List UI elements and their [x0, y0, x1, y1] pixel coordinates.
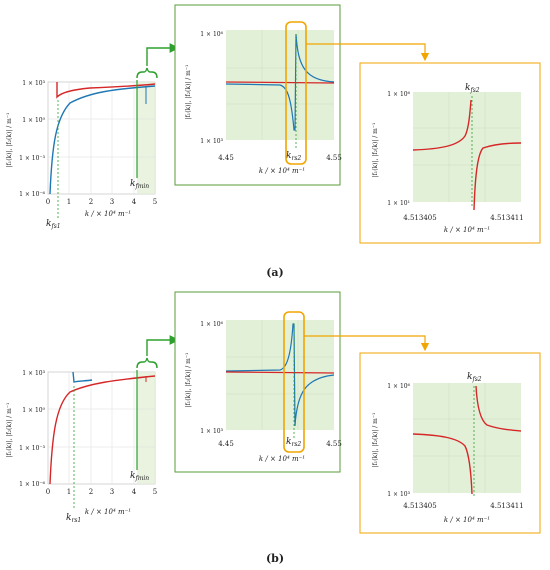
marker-label: krs2 [286, 437, 301, 448]
y-tick-label: 1 × 10³ [22, 370, 45, 377]
y-tick-label: 1 × 10³ [22, 80, 45, 87]
zoom1-plot-a: |f₁(k)|, |f₂(k)| / m⁻¹ 1 × 10⁶ 1 × 10³ 4… [174, 4, 342, 186]
x-tick-label: 0 [46, 198, 50, 206]
zoom-arrow-orange [304, 335, 430, 352]
x-tick-label: 0 [46, 488, 50, 496]
x-tick-label: 4.45 [218, 154, 234, 162]
x-tick-label: 5 [153, 198, 157, 206]
x-tick-label: 2 [89, 488, 93, 496]
y-tick-label: 1 × 10³ [200, 138, 223, 145]
x-tick-label: 3 [110, 198, 114, 206]
y-tick-label: 1 × 10⁶ [387, 91, 410, 98]
y-tick-label: 1 × 10¹ [387, 200, 410, 207]
x-tick-label: 4.55 [326, 154, 342, 162]
f1-curve-left [412, 433, 473, 495]
y-tick-label: 1 × 10³ [200, 428, 223, 435]
x-tick-label: 3 [110, 488, 114, 496]
f1-curve [49, 375, 156, 485]
y-tick-label: 1 × 10⁶ [387, 383, 410, 390]
zoom-highlight [285, 21, 307, 165]
y-tick-label: 1 × 10³ [387, 491, 410, 498]
y-axis-label: |f₁(k)|, |f₂(k)| / m⁻¹ [185, 65, 192, 120]
zoom-brace [136, 357, 158, 369]
x-axis-label: k / × 10⁴ m⁻¹ [85, 210, 131, 218]
y-tick-label: 1 × 10⁰ [22, 407, 45, 414]
marker-label: kfs2 [465, 83, 480, 94]
f2-curve [225, 33, 335, 131]
marker-label: krs2 [286, 151, 301, 162]
x-tick-label: 4.513411 [490, 502, 523, 510]
marker-label-right: kfmin [130, 179, 149, 190]
x-tick-label: 4.513411 [490, 214, 523, 222]
x-axis-label: k / × 10⁴ m⁻¹ [259, 167, 305, 175]
f1-curve [225, 81, 335, 84]
f1-curve-right [473, 142, 522, 211]
f1-curve-left [412, 99, 472, 151]
marker-label-left: krs1 [66, 513, 81, 524]
y-tick-label: 1 × 10⁶ [200, 31, 223, 38]
y-axis-label: |f₁(k)|, |f₂(k)| / m⁻¹ [372, 413, 379, 468]
zoom-brace [136, 67, 158, 79]
x-tick-label: 4.45 [218, 440, 234, 448]
marker-label-left: kfs1 [46, 219, 61, 230]
y-tick-label: 1 × 10⁻³ [19, 445, 45, 452]
x-axis-label: k / × 10⁴ m⁻¹ [444, 516, 490, 524]
f1-curve [225, 371, 335, 374]
x-tick-label: 4 [132, 198, 137, 206]
f2-curve [72, 371, 93, 383]
y-axis-label: |f₁(k)|, |f₂(k)| / m⁻¹ [372, 123, 379, 178]
zoom-arrow-green [146, 335, 180, 356]
panel-b: |f₁(k)|, |f₂(k)| / m⁻¹ 1 × 10³ 1 × 10⁰ 1… [6, 291, 541, 565]
zoom-highlight [283, 311, 305, 453]
y-axis-label: |f₁(k)|, |f₂(k)| / m⁻¹ [6, 113, 13, 168]
zoom-arrow-green [146, 43, 180, 66]
panel-a: |f₁(k)|, |f₂(k)| / m⁻¹ 1 × 10³ 1 × 10⁰ 1… [6, 4, 541, 279]
x-tick-label: 2 [89, 198, 93, 206]
x-tick-label: 4.55 [326, 440, 342, 448]
f1-curve-right [475, 385, 522, 432]
x-tick-label: 1 [67, 488, 71, 496]
y-axis-label: |f₁(k)|, |f₂(k)| / m⁻¹ [6, 403, 13, 458]
overview-plot-b: |f₁(k)|, |f₂(k)| / m⁻¹ 1 × 10³ 1 × 10⁰ 1… [6, 357, 158, 524]
y-tick-label: 1 × 10⁻⁶ [19, 481, 45, 488]
y-axis-label: |f₁(k)|, |f₂(k)| / m⁻¹ [185, 353, 192, 408]
zoom1-plot-b: |f₁(k)|, |f₂(k)| / m⁻¹ 1 × 10⁶ 1 × 10³ 4… [174, 291, 342, 473]
panel-caption: (a) [266, 266, 284, 279]
y-tick-label: 1 × 10⁰ [22, 117, 45, 124]
x-axis-label: k / × 10⁴ m⁻¹ [259, 455, 305, 463]
y-tick-label: 1 × 10⁻³ [19, 155, 45, 162]
overview-plot-a: |f₁(k)|, |f₂(k)| / m⁻¹ 1 × 10³ 1 × 10⁰ 1… [6, 67, 158, 230]
x-tick-label: 4.513405 [403, 502, 436, 510]
x-axis-label: k / × 10⁴ m⁻¹ [444, 226, 490, 234]
zoom-arrow-orange [306, 43, 430, 62]
x-tick-label: 4 [132, 488, 137, 496]
f2-curve [49, 85, 156, 195]
x-tick-label: 5 [153, 488, 157, 496]
zoom2-plot-a: |f₁(k)|, |f₂(k)| / m⁻¹ 1 × 10⁶ 1 × 10¹ 4… [359, 62, 541, 244]
marker-label: kfs2 [467, 372, 482, 383]
y-tick-label: 1 × 10⁶ [200, 321, 223, 328]
x-axis-label: k / × 10⁴ m⁻¹ [85, 508, 131, 516]
x-tick-label: 4.513405 [403, 214, 436, 222]
x-tick-label: 1 [67, 198, 71, 206]
y-tick-label: 1 × 10⁻⁶ [19, 191, 45, 198]
zoom2-plot-b: |f₁(k)|, |f₂(k)| / m⁻¹ 1 × 10⁶ 1 × 10³ 4… [359, 352, 541, 534]
panel-caption: (b) [266, 552, 284, 565]
marker-label-right: kfmin [130, 471, 149, 482]
